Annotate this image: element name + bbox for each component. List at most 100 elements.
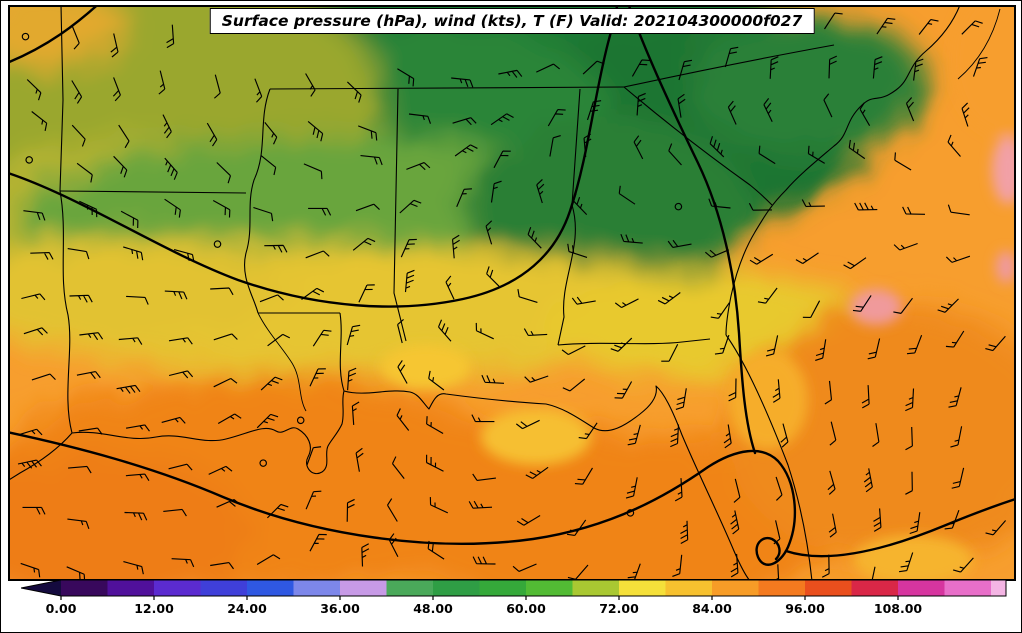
temperature-detail-region — [381, 345, 471, 389]
wind-barb — [79, 200, 98, 218]
wind-barb — [872, 423, 880, 447]
wind-barb — [351, 401, 360, 425]
wind-barb — [404, 269, 415, 293]
wind-barb-glyph — [309, 368, 326, 387]
wind-barb-glyph — [985, 335, 1006, 352]
wind-barb-glyph — [264, 244, 288, 253]
wind-barb-glyph — [212, 199, 231, 218]
colorbar-outline — [21, 580, 1007, 597]
wind-barb-glyph — [451, 234, 460, 259]
wind-barb-glyph — [305, 490, 322, 510]
wind-barb — [307, 120, 324, 142]
wind-barb — [391, 456, 405, 479]
wind-barb — [116, 384, 141, 394]
wind-barb — [668, 143, 682, 166]
wind-barb — [216, 498, 241, 508]
wind-barb — [730, 510, 740, 535]
colorbar-tick-label: 108.00 — [873, 601, 923, 616]
wind-barb-glyph — [118, 337, 143, 345]
wind-barb-glyph — [944, 510, 960, 530]
wind-barb — [164, 157, 178, 180]
wind-barb — [902, 206, 926, 215]
wind-barb-glyph — [802, 300, 821, 319]
wind-barb-glyph — [259, 294, 284, 303]
wind-barb-glyph — [168, 463, 193, 471]
wind-barb — [358, 284, 375, 303]
wind-barb-glyph — [828, 55, 838, 79]
wind-barb — [961, 102, 970, 127]
wind-barb-glyph — [536, 179, 545, 204]
state-border-mississippi-river — [244, 88, 271, 314]
temperature-region — [8, 455, 248, 581]
wind-barb — [829, 421, 837, 446]
wind-barb — [961, 20, 983, 35]
wind-barb — [445, 275, 455, 300]
wind-barb — [525, 466, 549, 479]
wind-barb-glyph — [749, 253, 774, 265]
wind-barb — [708, 198, 731, 209]
wind-barb-glyph — [678, 59, 693, 81]
wind-barb — [210, 561, 234, 570]
wind-barb — [710, 302, 730, 319]
wind-barb — [428, 370, 445, 391]
wind-barb — [163, 508, 187, 517]
coastline-louisiana-delta — [71, 390, 345, 475]
wind-barb-glyph — [562, 378, 586, 392]
wind-barb — [481, 374, 505, 384]
wind-barb-glyph — [727, 100, 737, 125]
wind-barb — [828, 55, 838, 79]
wind-barb-glyph — [168, 337, 193, 345]
wind-barb-glyph — [256, 413, 279, 429]
colorbar-tick-label: 96.00 — [785, 601, 825, 616]
wind-barb — [863, 468, 873, 493]
wind-barb-glyph — [266, 503, 289, 519]
wind-barb — [451, 234, 460, 259]
wind-barb-glyph — [913, 58, 924, 81]
wind-barb — [400, 238, 417, 258]
wind-barb — [909, 512, 921, 535]
wind-barb — [905, 97, 915, 122]
wind-barb — [574, 467, 593, 485]
wind-barb — [346, 498, 355, 522]
wind-barb-glyph — [498, 69, 523, 78]
wind-barb — [610, 337, 633, 352]
wind-barb-glyph — [620, 233, 643, 244]
wind-barb — [937, 298, 959, 313]
wind-barb — [360, 155, 383, 166]
wind-barb — [162, 114, 172, 139]
isobar-contour — [784, 497, 1016, 558]
colorbar-segment — [944, 580, 991, 596]
wind-barb-glyph — [168, 370, 194, 379]
wind-barb-glyph — [399, 199, 422, 214]
wind-barb — [571, 296, 596, 305]
wind-barb — [21, 32, 30, 41]
wind-barb-glyph — [213, 377, 238, 388]
wind-barb — [757, 287, 778, 304]
wind-barb — [472, 556, 496, 565]
wind-barb — [680, 520, 689, 545]
wind-barb — [748, 203, 773, 211]
wind-barb-glyph — [905, 471, 913, 495]
wind-barb-glyph — [566, 519, 587, 537]
colorbar-segment — [619, 580, 666, 596]
wind-barb — [259, 459, 267, 467]
wind-barb-glyph — [67, 248, 90, 260]
state-border-tx-la — [59, 190, 73, 434]
wind-barb — [475, 322, 494, 340]
wind-barb-glyph — [391, 456, 405, 479]
wind-barb — [823, 93, 833, 118]
wind-barb — [71, 25, 80, 50]
wind-barb — [427, 540, 445, 560]
wind-barb — [763, 98, 773, 122]
wind-barb-glyph — [23, 327, 48, 336]
wind-barb — [852, 295, 872, 312]
wind-barb — [256, 413, 279, 429]
wind-barb — [68, 465, 92, 474]
wind-barb — [71, 80, 83, 104]
wind-barb — [123, 246, 144, 261]
wind-barb-glyph — [905, 388, 915, 412]
wind-barb — [527, 226, 542, 249]
wind-barb-glyph — [213, 333, 238, 341]
colorbar-segment — [712, 580, 759, 596]
wind-barb-glyph — [210, 287, 234, 296]
